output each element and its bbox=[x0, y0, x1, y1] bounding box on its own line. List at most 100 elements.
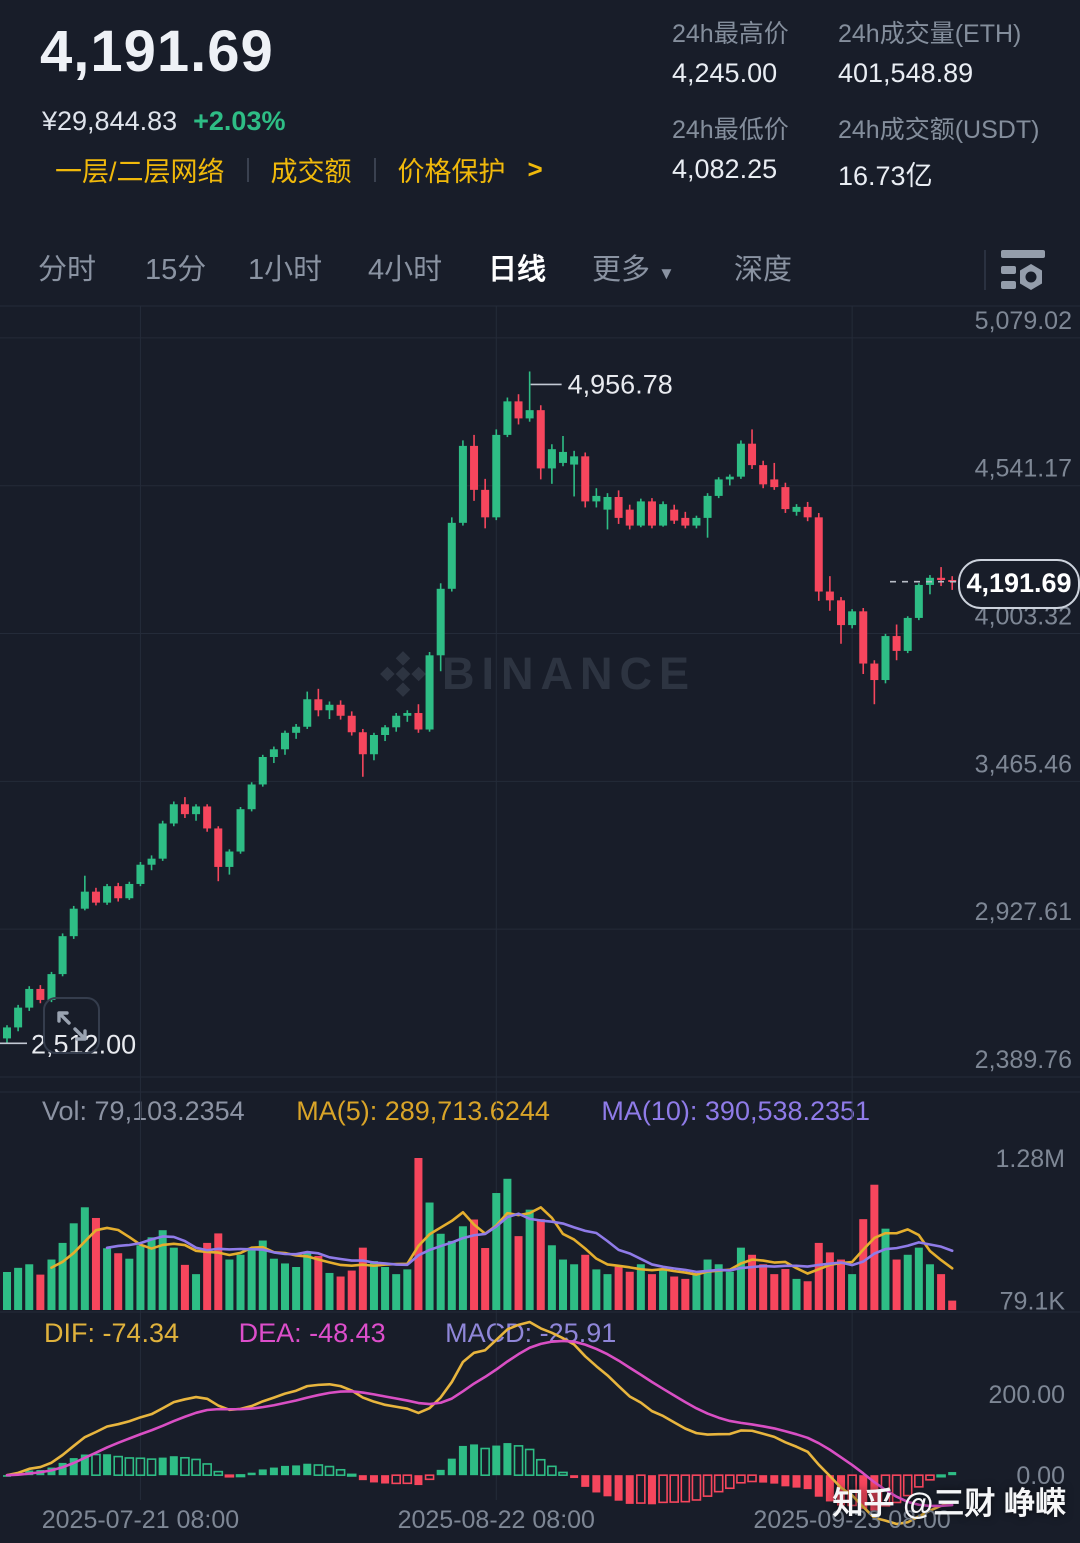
binance-logo-icon bbox=[380, 651, 426, 697]
volume-bar bbox=[336, 1276, 345, 1310]
tag-divider bbox=[246, 157, 249, 182]
tab-15min[interactable]: 15分 bbox=[145, 254, 207, 286]
tag-volume[interactable]: 成交额 bbox=[270, 157, 352, 187]
macd-histogram-bar bbox=[859, 1475, 868, 1509]
candle bbox=[514, 401, 523, 419]
macd-histogram-bar bbox=[470, 1444, 479, 1476]
macd-histogram-bar bbox=[770, 1475, 779, 1484]
macd-histogram-bar bbox=[103, 1454, 112, 1476]
macd-histogram-bar bbox=[792, 1475, 801, 1488]
candle bbox=[681, 517, 690, 526]
candle bbox=[503, 401, 512, 435]
tab-1hour[interactable]: 1小时 bbox=[248, 254, 323, 286]
volume-bar bbox=[748, 1254, 757, 1310]
last-price: 4,191.69 bbox=[40, 19, 274, 84]
macd-histogram-bar bbox=[402, 1474, 413, 1485]
macd-histogram-bar bbox=[814, 1475, 823, 1497]
macd-histogram-bar bbox=[724, 1474, 735, 1490]
macd-histogram-bar bbox=[292, 1465, 301, 1476]
macd-histogram-bar bbox=[80, 1454, 89, 1476]
candle bbox=[269, 749, 278, 757]
volume-bar bbox=[214, 1233, 223, 1310]
candle bbox=[481, 489, 490, 518]
macd-histogram-bar bbox=[558, 1471, 568, 1476]
macd-histogram-bar bbox=[891, 1474, 902, 1504]
candle bbox=[169, 804, 178, 824]
volume-bar bbox=[603, 1274, 612, 1310]
volume-bar bbox=[314, 1255, 323, 1310]
candle bbox=[848, 611, 857, 626]
macd-histogram-bar bbox=[135, 1457, 146, 1476]
candle bbox=[714, 479, 723, 496]
volume-bar bbox=[292, 1267, 301, 1310]
tag-price-protection[interactable]: 价格保护 bbox=[397, 157, 506, 187]
candle bbox=[525, 410, 534, 419]
macd-histogram-bar bbox=[391, 1474, 402, 1485]
macd-histogram-bar bbox=[281, 1465, 289, 1476]
volume-bar bbox=[903, 1254, 912, 1310]
macd-histogram-bar bbox=[570, 1475, 579, 1479]
candle bbox=[781, 487, 790, 510]
volume-axis-label: 79.1K bbox=[1000, 1288, 1066, 1316]
volume-bar bbox=[503, 1178, 512, 1310]
macd-histogram-bar bbox=[747, 1474, 757, 1483]
candle bbox=[158, 823, 167, 859]
macd-dif: DIF: -74.34 bbox=[44, 1318, 180, 1348]
candle bbox=[80, 891, 89, 909]
date-label: 2025-08-22 08:00 bbox=[398, 1506, 595, 1534]
volume-bar bbox=[103, 1248, 112, 1310]
tab-daily[interactable]: 日线 bbox=[488, 254, 547, 286]
macd-histogram-bar bbox=[902, 1474, 913, 1497]
candle bbox=[703, 495, 712, 518]
volume-bar bbox=[180, 1264, 189, 1310]
macd-histogram-bar bbox=[436, 1469, 445, 1476]
macd-dea-line bbox=[5, 1339, 954, 1508]
volume-bar bbox=[937, 1274, 946, 1310]
binance-watermark: BINANCE bbox=[378, 648, 696, 700]
macd-histogram-bar bbox=[669, 1474, 680, 1503]
tab-4hour[interactable]: 4小时 bbox=[368, 254, 443, 286]
volume-bar bbox=[258, 1240, 267, 1310]
macd-histogram-bar bbox=[169, 1456, 178, 1476]
volume-bar bbox=[703, 1259, 712, 1310]
macd-histogram-bar bbox=[381, 1475, 390, 1484]
tab-depth[interactable]: 深度 bbox=[734, 254, 793, 286]
candle bbox=[492, 434, 501, 518]
candle bbox=[47, 974, 56, 1000]
volume-bar bbox=[36, 1274, 45, 1310]
volume-bar bbox=[58, 1242, 67, 1310]
stat-volume-label: 24h成交量(ETH) bbox=[838, 20, 1022, 48]
volume-bar bbox=[559, 1259, 567, 1310]
candle bbox=[814, 517, 823, 592]
volume-legend: Vol: 79,103.2354 MA(5): 289,713.6244 MA(… bbox=[42, 1096, 870, 1127]
volume-bar bbox=[414, 1158, 423, 1310]
macd-histogram-bar bbox=[614, 1475, 623, 1501]
volume-bar bbox=[614, 1266, 623, 1310]
tag-row: 一层/二层网络 成交额 价格保护 > bbox=[55, 150, 543, 189]
macd-histogram-bar bbox=[759, 1475, 768, 1483]
candle bbox=[58, 936, 67, 975]
tab-more[interactable]: 更多 ▼ bbox=[592, 246, 675, 288]
volume-bar bbox=[570, 1264, 579, 1310]
tag-layer-network[interactable]: 一层/二层网络 bbox=[55, 157, 225, 187]
volume-bar bbox=[69, 1223, 78, 1310]
indicator-settings-icon[interactable] bbox=[1000, 246, 1047, 298]
volume-bar bbox=[236, 1254, 245, 1310]
macd-histogram-bar bbox=[269, 1467, 278, 1476]
expand-chart-button[interactable] bbox=[43, 997, 100, 1054]
chevron-right-icon[interactable]: > bbox=[527, 154, 543, 184]
candle bbox=[136, 864, 145, 884]
price-secondary-row: ¥29,844.83 +2.03% bbox=[42, 106, 285, 137]
macd-histogram-bar bbox=[91, 1453, 101, 1476]
macd-histogram-bar bbox=[247, 1472, 256, 1476]
macd-histogram-bar bbox=[158, 1457, 167, 1476]
volume-bar bbox=[792, 1278, 801, 1310]
volume-bar bbox=[837, 1259, 845, 1310]
volume-bar bbox=[725, 1271, 734, 1310]
price-cny: ¥29,844.83 bbox=[42, 106, 178, 136]
tab-timeline[interactable]: 分时 bbox=[38, 254, 97, 286]
macd-histogram-bar bbox=[603, 1475, 612, 1497]
macd-histogram-bar bbox=[358, 1475, 367, 1481]
volume-bar bbox=[647, 1274, 656, 1310]
